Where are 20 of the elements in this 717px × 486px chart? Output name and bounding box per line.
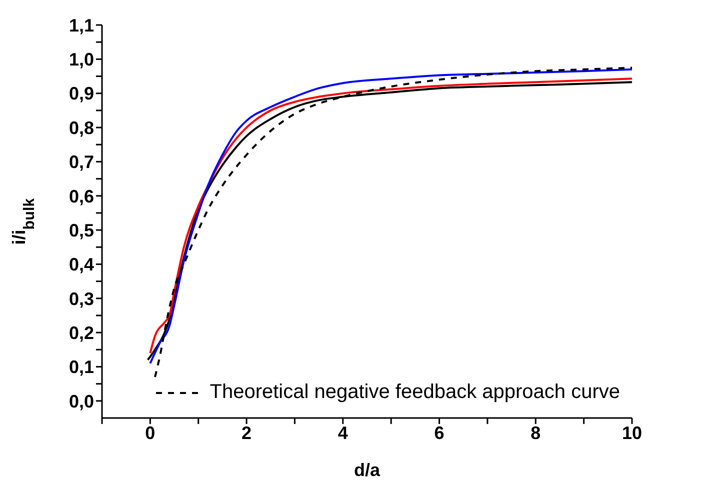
y-tick-label: 0,4 — [68, 254, 94, 275]
x-tick-label: 2 — [242, 422, 252, 443]
y-tick-label: 0,9 — [68, 84, 94, 104]
y-tick-label: 0,7 — [68, 152, 94, 172]
y-tick-label: 0,2 — [68, 322, 94, 343]
y-tick-label: 0,8 — [68, 118, 94, 138]
y-tick-label: 0,1 — [68, 357, 94, 378]
legend-label: Theoretical negative feedback approach curve — [210, 381, 620, 404]
y-tick-label: 0,5 — [68, 220, 94, 240]
y-tick-label: 0,6 — [68, 186, 94, 206]
y-tick-label: 1,1 — [68, 15, 94, 36]
y-tick-label: 0,3 — [68, 288, 94, 309]
x-tick-label: 4 — [338, 422, 348, 443]
x-tick-label: 0 — [145, 422, 156, 443]
y-tick-label: 1,0 — [68, 50, 94, 70]
x-tick-label: 10 — [622, 422, 642, 443]
y-tick-label: 0,0 — [68, 391, 94, 412]
x-tick-label: 8 — [530, 422, 541, 443]
x-tick-label: 6 — [434, 422, 444, 443]
x-axis-title: d/a — [354, 460, 381, 480]
